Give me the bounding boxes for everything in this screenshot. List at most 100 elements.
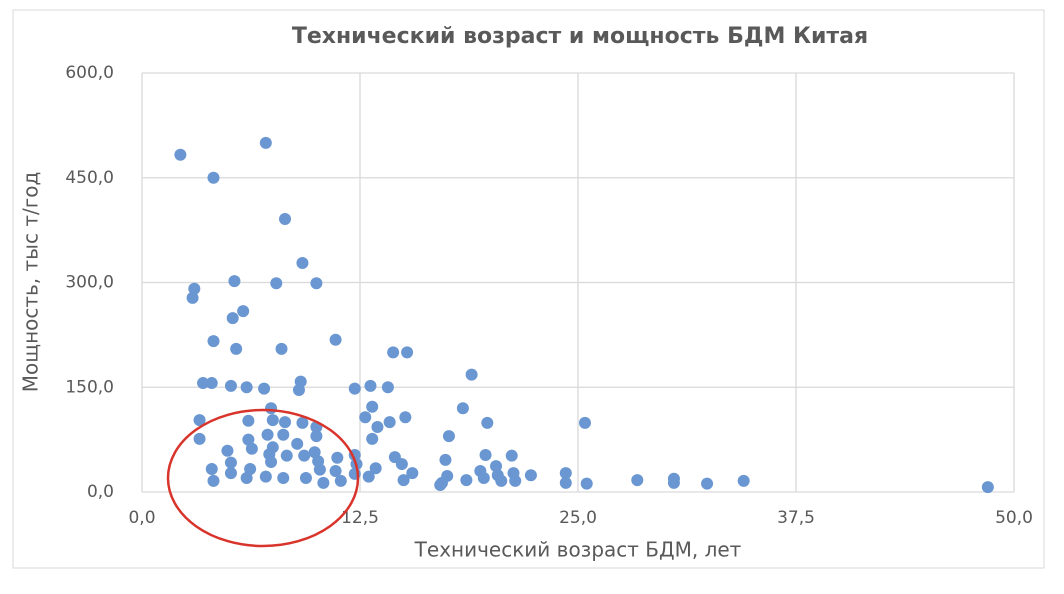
- point: [465, 368, 478, 381]
- point: [188, 282, 201, 295]
- y-tick-label: 0,0: [87, 482, 114, 502]
- point: [224, 379, 237, 392]
- point: [981, 481, 994, 494]
- point: [240, 381, 253, 394]
- point: [383, 416, 396, 429]
- point: [477, 472, 490, 485]
- point: [559, 467, 572, 480]
- y-tick-label: 150,0: [65, 377, 114, 397]
- point: [292, 384, 305, 397]
- point: [509, 474, 522, 487]
- point: [230, 342, 243, 355]
- point: [580, 477, 593, 490]
- point: [186, 291, 199, 304]
- point: [277, 472, 290, 485]
- point: [460, 474, 473, 487]
- x-tick-label: 12,5: [341, 508, 379, 528]
- point: [524, 469, 537, 482]
- point: [270, 277, 283, 290]
- point: [228, 275, 241, 288]
- point: [348, 382, 361, 395]
- point: [261, 428, 274, 441]
- point: [371, 421, 384, 434]
- point: [479, 448, 492, 461]
- x-tick-label: 25,0: [559, 508, 597, 528]
- point: [275, 342, 288, 355]
- point: [366, 400, 379, 413]
- points: [174, 136, 994, 494]
- point: [240, 472, 253, 485]
- point: [205, 377, 218, 390]
- point: [329, 465, 342, 478]
- point: [237, 305, 250, 318]
- point: [631, 474, 644, 487]
- point: [259, 136, 272, 149]
- point: [401, 346, 414, 359]
- point: [505, 449, 518, 462]
- point: [197, 377, 210, 390]
- point: [193, 414, 206, 427]
- chart-title: Технический возраст и мощность БДМ Китая: [292, 24, 868, 49]
- point: [310, 277, 323, 290]
- y-tick-label: 450,0: [65, 168, 114, 188]
- point: [359, 411, 372, 424]
- point: [313, 463, 326, 476]
- point: [397, 474, 410, 487]
- point: [174, 148, 187, 161]
- point: [362, 470, 375, 483]
- point: [395, 458, 408, 471]
- point: [701, 477, 714, 490]
- y-axis-title: Мощность, тыс т/год: [19, 172, 43, 393]
- grid: 0,0 150,0 300,0 450,0 600,0 0,0 12,5 25,0 37,5 50…: [65, 63, 1033, 528]
- point: [244, 462, 257, 475]
- point: [226, 312, 239, 325]
- point: [221, 444, 234, 457]
- point: [265, 402, 278, 415]
- point: [207, 474, 220, 487]
- point: [366, 432, 379, 445]
- point: [481, 416, 494, 429]
- point: [495, 474, 508, 487]
- point: [279, 212, 292, 225]
- point: [399, 411, 412, 424]
- point: [258, 382, 271, 395]
- point: [364, 379, 377, 392]
- point: [456, 402, 469, 415]
- y-tick-label: 600,0: [65, 63, 114, 83]
- point: [299, 472, 312, 485]
- point: [242, 433, 255, 446]
- point: [667, 476, 680, 489]
- y-tick-label: 300,0: [65, 273, 114, 293]
- point: [279, 416, 292, 429]
- x-tick-label: 37,5: [777, 508, 815, 528]
- point: [439, 453, 452, 466]
- point: [259, 470, 272, 483]
- point: [296, 256, 309, 269]
- point: [369, 462, 382, 475]
- point: [280, 449, 293, 462]
- point: [298, 449, 311, 462]
- x-tick-label: 50,0: [995, 508, 1033, 528]
- point: [207, 335, 220, 348]
- point: [310, 430, 323, 443]
- point: [224, 456, 237, 469]
- point: [329, 333, 342, 346]
- point: [291, 437, 304, 450]
- point: [406, 467, 419, 480]
- point: [559, 476, 572, 489]
- x-tick-label: 0,0: [128, 508, 155, 528]
- point: [442, 430, 455, 443]
- point: [317, 476, 330, 489]
- point: [266, 414, 279, 427]
- point: [334, 474, 347, 487]
- point: [434, 479, 447, 492]
- point: [296, 416, 309, 429]
- point: [331, 451, 344, 464]
- point: [277, 428, 290, 441]
- point: [490, 460, 503, 473]
- point: [737, 474, 750, 487]
- point: [245, 442, 258, 455]
- point: [578, 416, 591, 429]
- point: [193, 432, 206, 445]
